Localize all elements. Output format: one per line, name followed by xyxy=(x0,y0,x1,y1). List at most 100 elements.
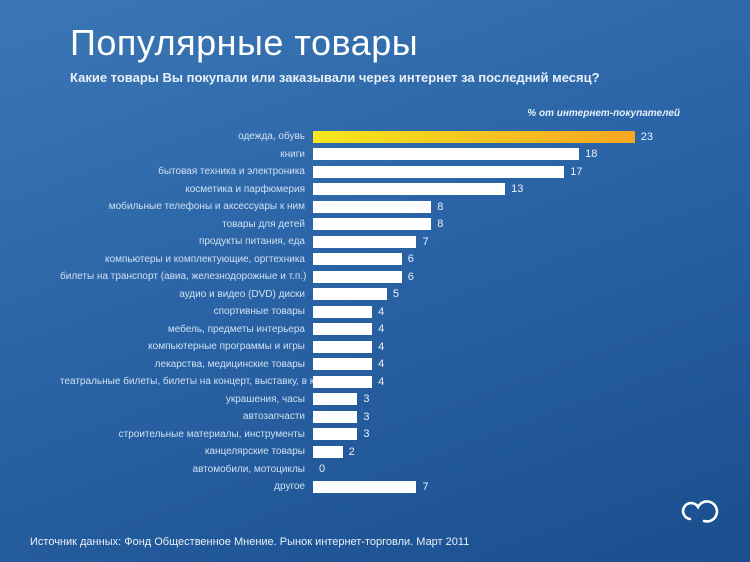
bar xyxy=(313,288,387,300)
chart-row: книги 18 xyxy=(60,146,670,164)
bar-area: 8 xyxy=(313,218,653,230)
value-label: 8 xyxy=(437,218,443,230)
category-label: автомобили, мотоциклы xyxy=(60,464,313,475)
bar-area: 7 xyxy=(313,481,653,493)
value-label: 23 xyxy=(641,131,653,143)
category-label: компьютеры и комплектующие, оргтехника xyxy=(60,254,313,265)
category-label: компьютерные программы и игры xyxy=(60,341,313,352)
bar xyxy=(313,376,372,388)
bar xyxy=(313,201,431,213)
bar-area: 4 xyxy=(313,306,653,318)
value-label: 3 xyxy=(363,428,369,440)
bar-area: 6 xyxy=(313,253,653,265)
bar xyxy=(313,393,357,405)
chart-row: театральные билеты, билеты на концерт, в… xyxy=(60,373,670,391)
chart-legend: % от интернет-покупателей xyxy=(527,108,680,119)
chart-row: мобильные телефоны и аксессуары к ним 8 xyxy=(60,198,670,216)
chart-row: одежда, обувь 23 xyxy=(60,128,670,146)
bar xyxy=(313,446,343,458)
chart-row: аудио и видео (DVD) диски 5 xyxy=(60,286,670,304)
bar-area: 3 xyxy=(313,393,653,405)
bar-area: 7 xyxy=(313,236,653,248)
chart-row: лекарства, медицинские товары4 xyxy=(60,356,670,374)
category-label: мобильные телефоны и аксессуары к ним xyxy=(60,201,313,212)
category-label: продукты питания, еда xyxy=(60,236,313,247)
slide: Популярные товары Какие товары Вы покупа… xyxy=(0,0,750,562)
bar xyxy=(313,306,372,318)
bar xyxy=(313,183,505,195)
value-label: 18 xyxy=(585,148,597,160)
bar xyxy=(313,341,372,353)
category-label: автозапчасти xyxy=(60,411,313,422)
bar-area: 2 xyxy=(313,446,653,458)
value-label: 8 xyxy=(437,201,443,213)
chart-row: другое 7 xyxy=(60,478,670,496)
value-label: 7 xyxy=(422,236,428,248)
bar-area: 4 xyxy=(313,358,653,370)
category-label: аудио и видео (DVD) диски xyxy=(60,289,313,300)
category-label: бытовая техника и электроника xyxy=(60,166,313,177)
bar xyxy=(313,253,402,265)
bar-chart: одежда, обувь23книги18бытовая техника и … xyxy=(60,128,670,496)
bar xyxy=(313,271,402,283)
category-label: одежда, обувь xyxy=(60,131,313,142)
value-label: 6 xyxy=(408,271,414,283)
category-label: товары для детей xyxy=(60,219,313,230)
category-label: косметика и парфюмерия xyxy=(60,184,313,195)
value-label: 7 xyxy=(422,481,428,493)
chart-row: мебель, предметы интерьера 4 xyxy=(60,321,670,339)
chart-row: компьютеры и комплектующие, оргтехника 6 xyxy=(60,251,670,269)
value-label: 13 xyxy=(511,183,523,195)
category-label: другое xyxy=(60,481,313,492)
bar-area: 8 xyxy=(313,201,653,213)
value-label: 4 xyxy=(378,376,384,388)
chart-row: спортивные товары 4 xyxy=(60,303,670,321)
value-label: 3 xyxy=(363,411,369,423)
bar-area: 5 xyxy=(313,288,653,300)
category-label: канцелярские товары xyxy=(60,446,313,457)
category-label: спортивные товары xyxy=(60,306,313,317)
bar-area: 6 xyxy=(313,271,653,283)
value-label: 5 xyxy=(393,288,399,300)
category-label: мебель, предметы интерьера xyxy=(60,324,313,335)
value-label: 0 xyxy=(319,463,325,475)
bar-area: 3 xyxy=(313,411,653,423)
bar-area: 0 xyxy=(313,463,653,475)
bar xyxy=(313,411,357,423)
bar-area: 4 xyxy=(313,341,653,353)
category-label: книги xyxy=(60,149,313,160)
bar xyxy=(313,358,372,370)
bar xyxy=(313,481,416,493)
bar-area: 3 xyxy=(313,428,653,440)
value-label: 2 xyxy=(349,446,355,458)
category-label: лекарства, медицинские товары xyxy=(60,359,313,370)
chart-row: бытовая техника и электроника17 xyxy=(60,163,670,181)
bar xyxy=(313,166,564,178)
value-label: 4 xyxy=(378,341,384,353)
bar xyxy=(313,323,372,335)
bar-area: 18 xyxy=(313,148,653,160)
category-label: билеты на транспорт (авиа, железнодорожн… xyxy=(60,271,313,282)
value-label: 4 xyxy=(378,323,384,335)
chart-row: товары для детей 8 xyxy=(60,216,670,234)
chart-row: автомобили, мотоциклы 0 xyxy=(60,461,670,479)
bar xyxy=(313,428,357,440)
page-title: Популярные товары xyxy=(70,22,418,64)
chart-row: украшения, часы3 xyxy=(60,391,670,409)
cloud-logo-icon xyxy=(676,493,720,534)
footer-source: Источник данных: Фонд Общественное Мнени… xyxy=(30,536,469,548)
chart-row: косметика и парфюмерия 13 xyxy=(60,181,670,199)
bar xyxy=(313,148,579,160)
chart-row: автозапчасти 3 xyxy=(60,408,670,426)
bar xyxy=(313,131,635,143)
value-label: 3 xyxy=(363,393,369,405)
bar xyxy=(313,218,431,230)
chart-row: продукты питания, еда 7 xyxy=(60,233,670,251)
bar-area: 17 xyxy=(313,166,653,178)
chart-row: компьютерные программы и игры 4 xyxy=(60,338,670,356)
bar-area: 4 xyxy=(313,323,653,335)
chart-row: строительные материалы, инструменты3 xyxy=(60,426,670,444)
bar-area: 13 xyxy=(313,183,653,195)
value-label: 6 xyxy=(408,253,414,265)
value-label: 4 xyxy=(378,306,384,318)
